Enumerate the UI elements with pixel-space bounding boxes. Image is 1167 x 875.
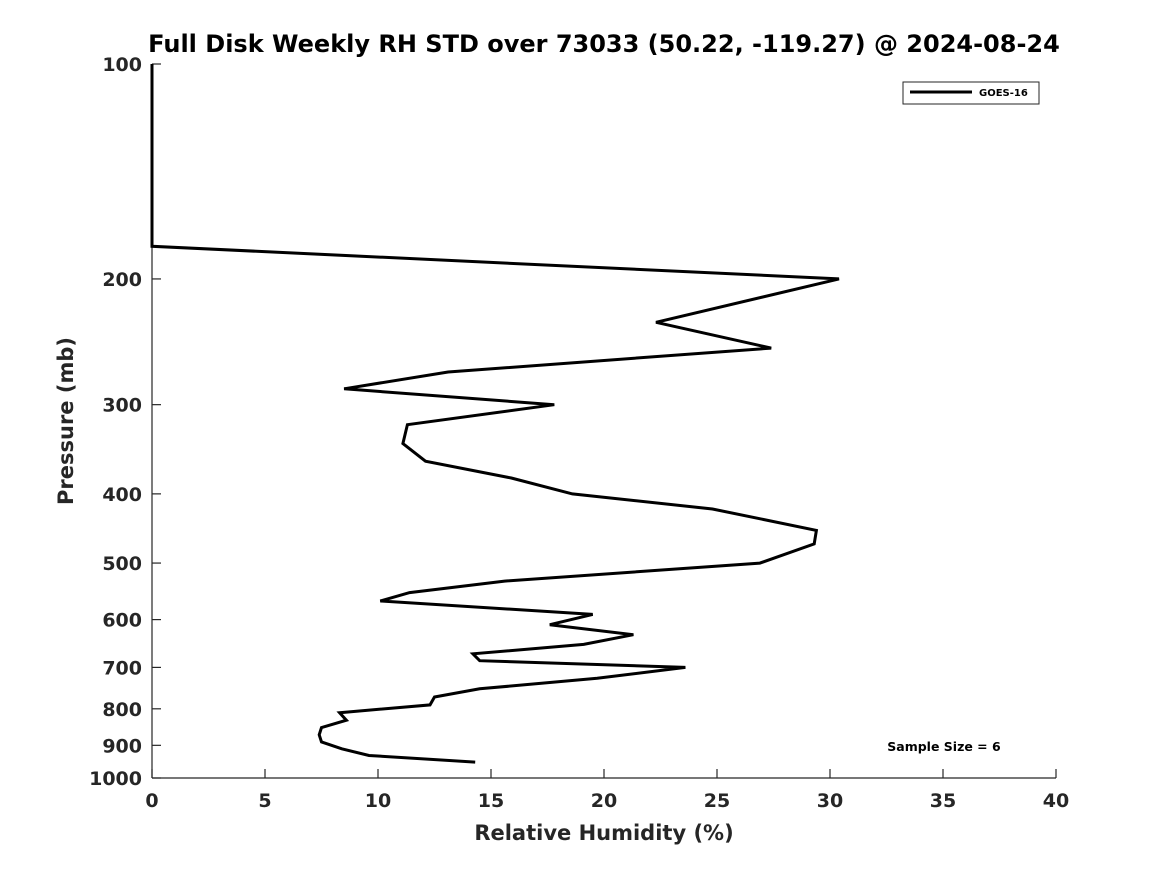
y-tick-label: 700 [102,657,142,679]
x-tick-label: 5 [258,790,271,812]
x-tick-label: 10 [365,790,391,812]
sample-size-annotation: Sample Size = 6 [887,739,1001,754]
y-tick-label: 800 [102,699,142,721]
series-line-goes-16 [150,64,840,764]
legend: GOES-16 [902,81,1040,105]
x-tick-label: 15 [478,790,504,812]
y-tick-label: 500 [102,553,142,575]
chart-title: Full Disk Weekly RH STD over 73033 (50.2… [148,30,1060,58]
y-tick-label: 400 [102,484,142,506]
y-tick-label: 300 [102,395,142,417]
y-tick-label: 1000 [89,768,142,790]
y-tick-label: 900 [102,735,142,757]
legend-label-goes-16: GOES-16 [979,88,1028,99]
x-tick-label: 25 [704,790,730,812]
x-tick-label: 35 [930,790,956,812]
y-ticks: 100 200 300 400 500 600 700 800 900 1000 [89,54,161,790]
x-axis-label: Relative Humidity (%) [474,821,733,845]
x-tick-label: 40 [1043,790,1069,812]
y-tick-label: 100 [102,54,142,76]
x-tick-label: 20 [591,790,617,812]
series-group [150,64,840,764]
y-tick-label: 600 [102,610,142,632]
x-tick-label: 0 [145,790,158,812]
x-tick-label: 30 [817,790,843,812]
y-tick-label: 200 [102,269,142,291]
y-axis-label: Pressure (mb) [54,337,78,505]
x-ticks: 0 5 10 15 20 25 30 35 40 [145,769,1069,812]
